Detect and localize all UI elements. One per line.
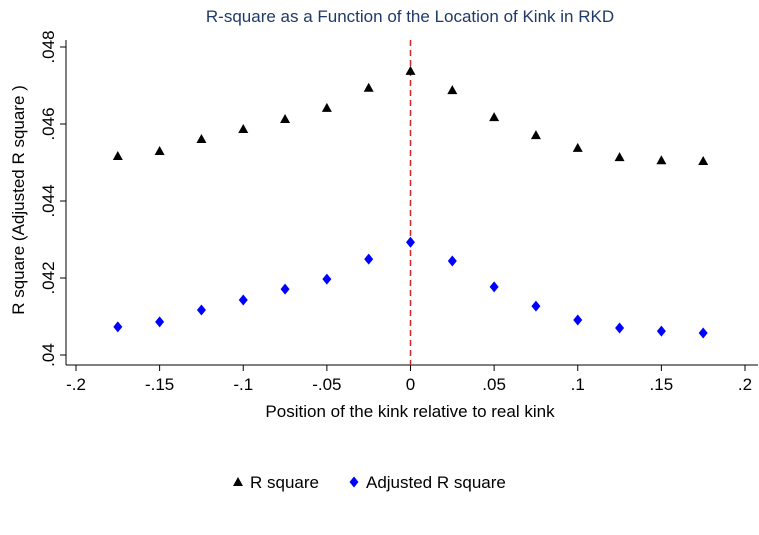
data-point <box>280 283 290 295</box>
data-point <box>656 325 666 337</box>
legend-label: R square <box>250 473 319 492</box>
data-point <box>196 304 206 316</box>
data-point <box>573 314 583 326</box>
data-point <box>238 124 249 134</box>
data-point <box>656 155 667 165</box>
data-point <box>489 112 500 122</box>
x-tick-label: -.2 <box>66 375 86 394</box>
data-point <box>321 102 332 112</box>
x-tick-label: -.1 <box>233 375 253 394</box>
x-axis-label: Position of the kink relative to real ki… <box>265 402 555 421</box>
y-tick-label: .046 <box>39 107 58 140</box>
x-tick-label: .2 <box>738 375 752 394</box>
y-tick-label: .048 <box>39 30 58 63</box>
x-tick-label: -.05 <box>312 375 341 394</box>
legend-label: Adjusted R square <box>366 473 506 492</box>
data-point <box>322 273 332 285</box>
legend-marker <box>233 477 243 486</box>
data-point <box>447 255 457 267</box>
data-point <box>406 236 415 248</box>
data-point <box>155 316 165 328</box>
x-tick-label: .15 <box>650 375 674 394</box>
data-point <box>698 155 709 165</box>
data-point <box>405 65 416 75</box>
data-point <box>447 85 458 95</box>
data-point <box>112 150 123 160</box>
y-tick-label: .042 <box>39 261 58 294</box>
data-point <box>238 294 248 306</box>
x-tick-label: .05 <box>482 375 506 394</box>
data-point <box>196 134 207 144</box>
chart-title: R-square as a Function of the Location o… <box>206 7 614 26</box>
data-point <box>530 130 541 140</box>
data-point <box>698 327 708 339</box>
data-point <box>280 113 291 123</box>
x-tick-label: -.15 <box>145 375 174 394</box>
x-tick-label: 0 <box>406 375 415 394</box>
data-point <box>154 145 165 155</box>
legend-marker <box>349 476 359 488</box>
data-point <box>363 82 374 92</box>
data-point <box>572 142 583 152</box>
data-point <box>489 281 499 293</box>
x-tick-label: .1 <box>571 375 585 394</box>
data-point <box>113 321 123 333</box>
data-point <box>614 152 625 162</box>
y-tick-label: .044 <box>39 184 58 217</box>
data-point <box>364 253 374 265</box>
y-tick-label: .04 <box>39 343 58 367</box>
y-axis-label: R square (Adjusted R square ) <box>9 85 28 315</box>
data-point <box>531 300 541 312</box>
data-point <box>615 322 625 334</box>
